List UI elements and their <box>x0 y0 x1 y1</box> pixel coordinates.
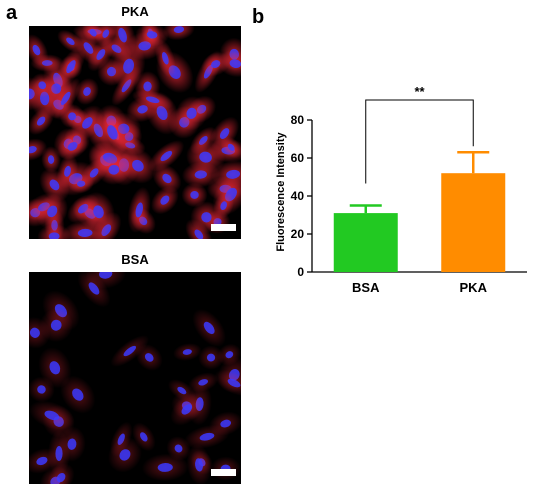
cell-nucleus <box>67 142 78 151</box>
cell-nucleus <box>60 91 71 106</box>
cell-nucleus <box>49 361 61 375</box>
cell-nucleus <box>173 26 185 34</box>
y-axis-label: Fluorescence Intensity <box>275 132 287 252</box>
y-tick-label: 40 <box>291 189 305 203</box>
cell-nucleus <box>135 202 143 218</box>
panel-label-a: a <box>6 2 18 24</box>
micrograph-pka-canvas <box>29 26 241 239</box>
cell-nucleus <box>56 473 66 483</box>
cell-nucleus <box>83 87 91 96</box>
cell-nucleus <box>36 456 48 466</box>
cell-nucleus <box>99 272 113 279</box>
cell-nucleus <box>37 385 46 394</box>
cell-nucleus <box>219 128 230 139</box>
cell-nucleus <box>47 155 55 164</box>
cell-nucleus <box>118 27 127 43</box>
cell-nucleus <box>140 432 148 442</box>
cell-nucleus <box>29 327 40 338</box>
cell-nucleus <box>146 31 158 39</box>
cell-nucleus <box>66 37 75 46</box>
cell-nucleus <box>182 349 192 355</box>
x-tick-label: PKA <box>460 280 488 295</box>
cell-nucleus <box>195 458 204 472</box>
cell-nucleus <box>132 159 144 172</box>
cell-nucleus <box>227 143 235 151</box>
cell-nucleus <box>160 150 173 162</box>
cell-nucleus <box>66 60 76 74</box>
cell-nucleus <box>48 232 60 239</box>
bar-bsa <box>333 213 398 272</box>
y-tick-label: 60 <box>291 151 305 165</box>
cell-nucleus <box>50 319 62 331</box>
bar-pka <box>441 173 506 272</box>
cell-nucleus <box>143 81 152 92</box>
micrograph-bsa-canvas <box>29 272 241 484</box>
y-tick-label: 0 <box>297 265 304 279</box>
cell-nucleus <box>38 81 47 90</box>
image-title-pka: PKA <box>121 4 149 19</box>
cell-nucleus <box>227 378 241 388</box>
y-tick-label: 20 <box>291 227 305 241</box>
cell-nucleus <box>160 195 170 205</box>
cell-nucleus <box>49 179 60 191</box>
image-title-bsa: BSA <box>121 252 149 267</box>
cell-nucleus <box>203 321 215 335</box>
significance-label: ** <box>414 84 425 99</box>
cell-nucleus <box>32 44 41 56</box>
cell-nucleus <box>225 351 234 359</box>
panel-label-b: b <box>252 6 265 28</box>
cell-nucleus <box>146 96 160 104</box>
cell-nucleus <box>89 168 99 178</box>
cell-nucleus <box>177 386 187 395</box>
cell-nucleus <box>67 438 77 450</box>
cell-nucleus <box>93 205 104 219</box>
scale-bar <box>211 224 236 231</box>
cell-nucleus <box>107 125 118 140</box>
y-tick-label: 80 <box>291 113 305 127</box>
cell-nucleus <box>220 419 232 428</box>
cell-nucleus <box>44 410 60 421</box>
cell-nucleus <box>77 228 93 237</box>
cell-nucleus <box>174 444 183 453</box>
cell-nucleus <box>123 58 134 74</box>
cell-nucleus <box>206 353 216 362</box>
cell-nucleus <box>199 432 215 441</box>
cell-nucleus <box>181 404 193 415</box>
cell-nucleus <box>186 107 197 119</box>
cell-nucleus <box>201 212 212 223</box>
cell-nucleus <box>157 462 173 472</box>
cell-nucleus <box>29 146 37 154</box>
cell-nucleus <box>199 151 212 163</box>
cell-nucleus <box>64 165 71 177</box>
cell-nucleus <box>161 52 169 65</box>
cell-nucleus <box>82 117 93 129</box>
cell-nucleus <box>96 49 106 60</box>
cell-nucleus <box>47 205 58 218</box>
cell-nucleus <box>119 449 131 461</box>
cell-nucleus <box>36 116 46 126</box>
micrograph-pka <box>29 26 241 239</box>
cell-nucleus <box>144 353 154 362</box>
cell-nucleus <box>190 190 199 199</box>
cell-nucleus <box>162 173 172 184</box>
cell-nucleus <box>108 164 120 175</box>
cell-nucleus <box>89 28 97 37</box>
cell-nucleus <box>220 201 227 211</box>
cell-nucleus <box>229 59 241 69</box>
cell-nucleus <box>83 42 94 54</box>
micrograph-bsa <box>29 272 241 484</box>
cell-nucleus <box>226 169 241 179</box>
cell-nucleus <box>72 388 84 401</box>
x-tick-label: BSA <box>352 280 380 295</box>
significance-bracket <box>365 99 474 184</box>
bar-chart: 0 20 40 60 80 Fluorescence Intensity BSA PKA ** <box>275 84 527 295</box>
cell-nucleus <box>68 112 77 121</box>
scale-bar <box>211 469 236 476</box>
cell-nucleus <box>123 345 137 357</box>
